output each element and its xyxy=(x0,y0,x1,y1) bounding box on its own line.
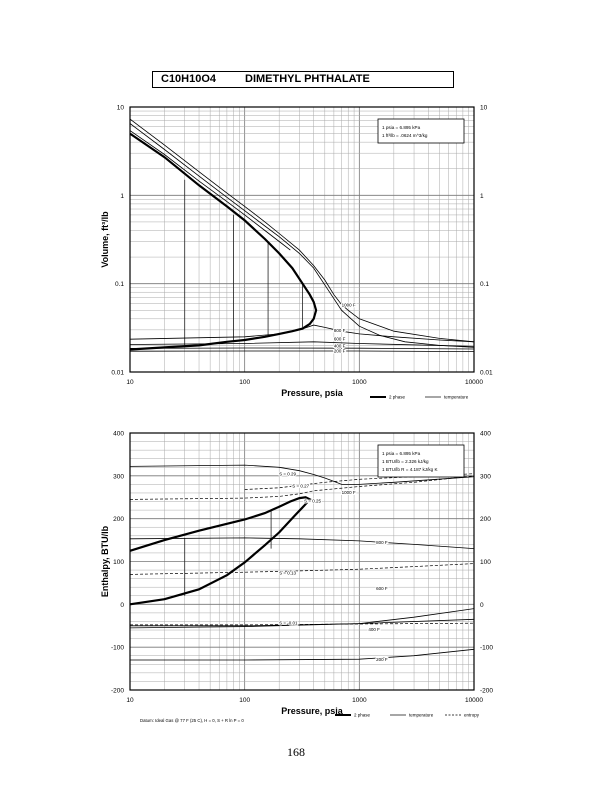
y-tick-label-left: 300 xyxy=(113,473,124,480)
curve-label: 800 F xyxy=(334,328,346,333)
y-tick-label-left: 0.01 xyxy=(111,370,124,377)
curve-label: S = 0.27 xyxy=(292,483,309,488)
x-tick-label: 1000 xyxy=(352,379,367,386)
temperature-line xyxy=(129,118,475,343)
y-tick-label-right: 400 xyxy=(480,431,491,438)
entropy-line xyxy=(129,563,475,575)
x-tick-label: 10 xyxy=(126,697,134,704)
y-tick-label-right: 0.1 xyxy=(480,281,489,288)
curve-label: 200 F xyxy=(334,349,346,354)
curve-label: 600 F xyxy=(376,586,388,591)
y-tick-label-left: 400 xyxy=(113,431,124,438)
curve-label: 400 F xyxy=(334,343,346,348)
y-tick-label-left: -100 xyxy=(111,645,124,652)
legend-label: 2 phase xyxy=(354,713,371,718)
legend-label: 2 phase xyxy=(389,395,406,400)
plot-frame xyxy=(129,106,475,373)
entropy-line xyxy=(244,473,475,490)
curve-label: S = 0.25 xyxy=(304,499,321,504)
legend-label: temperature xyxy=(444,395,469,400)
y-tick-label-right: 0 xyxy=(480,602,484,609)
y-tick-label-right: 1 xyxy=(480,193,484,200)
legend-label: entropy xyxy=(464,713,480,718)
two-phase-curve xyxy=(129,496,312,606)
y-tick-label-right: 200 xyxy=(480,516,491,523)
x-tick-label: 100 xyxy=(239,379,250,386)
temperature-line xyxy=(129,618,475,629)
x-axis-label: Pressure, psia xyxy=(281,388,344,398)
compound-name: DIMETHYL PHTHALATE xyxy=(245,73,370,85)
entropy-line xyxy=(129,475,475,500)
y-tick-label-left: -200 xyxy=(111,688,124,695)
y-tick-label-right: 0.01 xyxy=(480,370,493,377)
y-tick-label-left: 1 xyxy=(120,193,124,200)
temperature-line xyxy=(130,648,475,661)
conversion-text: 1 psia = 6.895 kPa xyxy=(382,451,421,456)
y-tick-label-right: 10 xyxy=(480,105,488,112)
y-axis-label: Enthalpy, BTU/lb xyxy=(100,525,110,597)
conversion-text: 1 ft³/lb = .0624 m^3/kg xyxy=(382,133,428,138)
curve-label: 600 F xyxy=(334,336,346,341)
y-tick-label-left: 0.1 xyxy=(115,281,124,288)
x-tick-label: 10000 xyxy=(465,379,483,386)
temperature-line xyxy=(129,341,475,347)
temperature-line xyxy=(129,350,475,353)
curve-label: 200 F xyxy=(376,657,388,662)
y-tick-label-right: -200 xyxy=(480,688,493,695)
curve-label: S = 0.29 xyxy=(279,471,296,476)
y-tick-label-left: 0 xyxy=(120,602,124,609)
temperature-line xyxy=(129,347,475,350)
curve-label: S = 0.13 xyxy=(279,571,296,576)
x-tick-label: 10 xyxy=(126,379,134,386)
temperature-line xyxy=(129,123,475,348)
plot-frame xyxy=(129,432,475,691)
curve-label: S = -0.01 xyxy=(279,620,298,625)
y-tick-label-right: 300 xyxy=(480,473,491,480)
datum-footnote: Datum: Ideal Gas @ 77 F (25 C), H = 0, S… xyxy=(140,718,244,723)
y-tick-label-right: -100 xyxy=(480,645,493,652)
page-number: 168 xyxy=(287,745,305,759)
x-axis-label: Pressure, psia xyxy=(281,706,344,716)
curve-label: 1000 F xyxy=(342,490,356,495)
temperature-line xyxy=(129,130,291,251)
curve-label: 800 F xyxy=(376,540,388,545)
conversion-text: 1 BTU/lb = 2.326 kJ/kg xyxy=(382,459,429,464)
conversion-box xyxy=(377,118,465,144)
y-axis-label: Volume, ft³/lb xyxy=(100,211,110,268)
curve-label: 400 F xyxy=(368,627,380,632)
y-tick-label-left: 200 xyxy=(113,516,124,523)
page-header: C10H10O4 DIMETHYL PHTHALATE xyxy=(152,71,454,88)
entropy-line xyxy=(130,622,475,626)
y-tick-label-right: 100 xyxy=(480,559,491,566)
temperature-line xyxy=(129,537,475,549)
temperature-line xyxy=(129,464,475,485)
x-tick-label: 100 xyxy=(239,697,250,704)
conversion-text: 1 psia = 6.895 kPa xyxy=(382,125,421,130)
two-phase-curve xyxy=(129,132,318,351)
temperature-line xyxy=(129,324,475,343)
conversion-box xyxy=(377,444,465,478)
y-tick-label-left: 10 xyxy=(117,105,125,112)
y-tick-label-left: 100 xyxy=(113,559,124,566)
compound-formula: C10H10O4 xyxy=(161,73,217,85)
curve-label: 1000 F xyxy=(342,303,356,308)
conversion-text: 1 BTU/lb R = 4.187 kJ/kg K xyxy=(382,467,438,472)
x-tick-label: 10000 xyxy=(465,697,483,704)
x-tick-label: 1000 xyxy=(352,697,367,704)
legend-label: temperature xyxy=(409,713,434,718)
